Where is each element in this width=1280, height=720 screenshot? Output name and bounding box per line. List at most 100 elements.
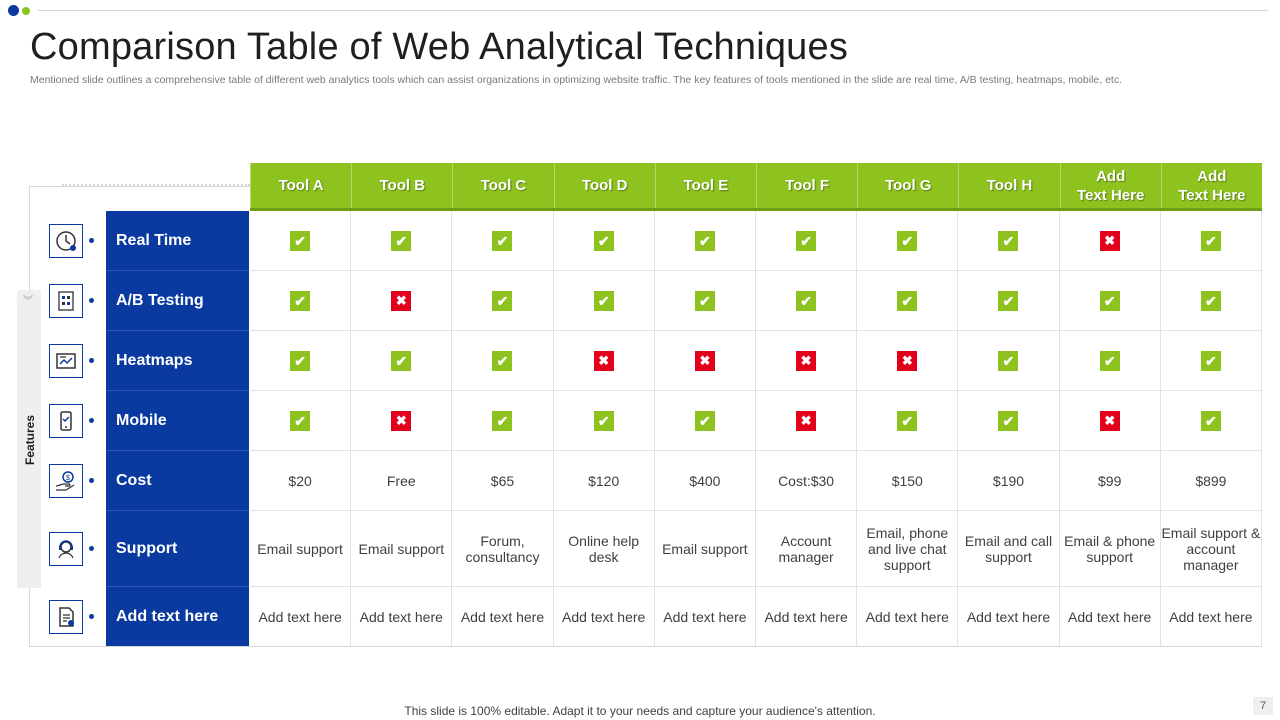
check-icon: ✔	[897, 290, 918, 311]
cross-icon: ✖	[391, 290, 412, 311]
cross-icon: ✖	[796, 350, 817, 371]
table-cell: ✔	[250, 271, 352, 331]
cell-text: Add text here	[966, 608, 1051, 625]
table-cell: Add text here	[654, 587, 756, 647]
cross-icon: ✖	[897, 350, 918, 371]
cell-text: $400	[689, 472, 721, 489]
table-cell: $20	[250, 451, 352, 511]
cell-text: Email support	[662, 540, 748, 557]
table-cell: ✔	[553, 271, 655, 331]
check-icon: ✔	[1200, 230, 1221, 251]
check-icon: ✔	[998, 410, 1019, 431]
svg-text:$: $	[66, 475, 70, 482]
table-cell: ✔	[1160, 331, 1262, 391]
cell-text: Email support	[257, 540, 343, 557]
cell-text: $20	[288, 472, 312, 489]
table-cell: ✔	[553, 211, 655, 271]
top-decoration	[8, 5, 30, 16]
table-cell: ✔	[250, 391, 352, 451]
check-icon: ✔	[290, 230, 311, 251]
check-icon: ✔	[897, 410, 918, 431]
cell-text: $899	[1195, 472, 1227, 489]
cell-text: Email support & account manager	[1161, 524, 1261, 573]
check-icon: ✔	[492, 230, 513, 251]
check-icon: ✔	[1099, 350, 1120, 371]
table-cell: ✔	[654, 271, 756, 331]
tool-header-10: Add Text Here	[1160, 163, 1262, 208]
table-cell: ✖	[857, 331, 959, 391]
cell-text: Online help desk	[568, 532, 640, 565]
connector-dot	[89, 546, 94, 551]
table-cell: Add text here	[958, 587, 1060, 647]
tool-header-7: Tool G	[857, 163, 958, 208]
table-cell: ✖	[654, 331, 756, 391]
table-cell: Email, phone and live chat support	[857, 511, 959, 587]
cell-text: Free	[386, 472, 416, 489]
table-cell: ✔	[958, 211, 1060, 271]
check-icon: ✔	[796, 230, 817, 251]
table-cell: Add text here	[250, 587, 352, 647]
table-cell: Add text here	[452, 587, 554, 647]
cell-text: $190	[992, 472, 1025, 489]
table-cell: $99	[1059, 451, 1161, 511]
table-cell: Free	[351, 451, 453, 511]
cross-icon: ✖	[593, 350, 614, 371]
check-icon: ✔	[492, 290, 513, 311]
feature-label-real-time: Real Time	[106, 211, 249, 271]
tool-header-1: Tool A	[250, 163, 351, 208]
tool-header-3: Tool C	[452, 163, 553, 208]
cross-icon: ✖	[694, 350, 715, 371]
table-cell: ✔	[452, 331, 554, 391]
table-cell: ✔	[756, 271, 858, 331]
check-icon: ✔	[593, 290, 614, 311]
feature-label-cost: Cost	[106, 451, 249, 511]
cross-icon: ✖	[1099, 230, 1120, 251]
feature-label-mobile: Mobile	[106, 391, 249, 451]
tool-header-5: Tool E	[654, 163, 756, 208]
cell-text: Email & phone support	[1064, 532, 1156, 565]
check-icon: ✔	[492, 410, 513, 431]
table-cell: ✔	[452, 271, 554, 331]
table-cell: Add text here	[351, 587, 453, 647]
cross-icon: ✖	[1099, 410, 1120, 431]
table-cell: ✔	[756, 211, 858, 271]
cell-text: Add text here	[562, 608, 646, 625]
cell-text: Add text here	[460, 608, 545, 625]
cell-text: Add text here	[1169, 608, 1253, 625]
table-cell: ✔	[857, 391, 959, 451]
tool-header-8: Tool H	[958, 163, 1059, 208]
table-cell: ✔	[654, 211, 756, 271]
table-cell: $65	[452, 451, 554, 511]
table-cell: ✔	[452, 211, 554, 271]
table-cell: Online help desk	[553, 511, 655, 587]
tool-header-9: Add Text Here	[1059, 163, 1161, 208]
cell-text: Add text here	[359, 608, 443, 625]
connector-dot	[89, 238, 94, 243]
check-icon: ✔	[593, 410, 614, 431]
table-cell: Forum, consultancy	[452, 511, 554, 587]
table-cell: Email & phone support	[1059, 511, 1161, 587]
check-icon: ✔	[1200, 410, 1221, 431]
check-icon: ✔	[998, 290, 1019, 311]
table-cell: ✖	[1059, 211, 1161, 271]
cell-text: $150	[891, 472, 923, 489]
chevron-down-icon: ︾	[23, 296, 33, 307]
table-cell: ✖	[756, 331, 858, 391]
table-cell: ✔	[250, 331, 352, 391]
check-icon: ✔	[694, 290, 715, 311]
cell-text: Add text here	[764, 608, 848, 625]
cell-text: Add text here	[258, 608, 342, 625]
table-cell: ✖	[1059, 391, 1161, 451]
cell-text: Email and call support	[964, 532, 1053, 565]
table-cell: ✔	[958, 331, 1060, 391]
table-cell: Email support & account manager	[1160, 511, 1262, 587]
feature-label-support: Support	[106, 511, 249, 587]
check-icon: ✔	[290, 350, 311, 371]
cross-icon: ✖	[391, 410, 412, 431]
tool-header-2: Tool B	[351, 163, 452, 208]
table-cell: $150	[857, 451, 959, 511]
cell-text: Cost:$30	[778, 472, 835, 489]
table-cell: Add text here	[1160, 587, 1262, 647]
table-cell: Add text here	[756, 587, 858, 647]
connector-dot	[89, 614, 94, 619]
